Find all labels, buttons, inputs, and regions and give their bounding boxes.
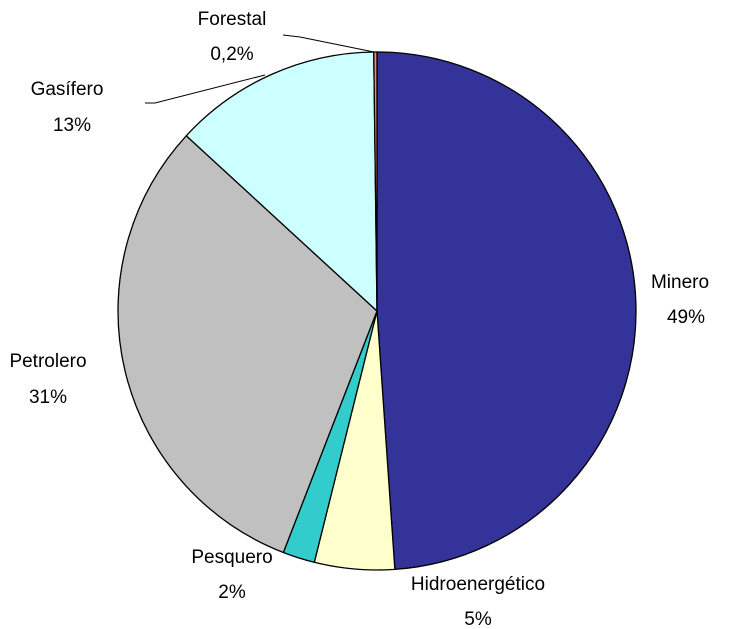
value-label: 5% [464, 609, 492, 629]
value-label: 49% [667, 307, 705, 328]
slice-label: Petrolero [9, 351, 86, 372]
leader-line [145, 74, 266, 104]
pie-slice [376, 51, 637, 571]
pie-slice [117, 134, 378, 554]
slice-label: Pesquero [191, 547, 272, 568]
slice-label: Hidroenergético [411, 574, 545, 595]
value-label: 2% [218, 582, 246, 603]
pie-slice [185, 51, 378, 313]
leader-line [282, 34, 375, 53]
value-label: 0,2% [210, 44, 253, 65]
value-label: 13% [53, 115, 91, 136]
slice-label: Minero [651, 272, 709, 293]
slice-label: Gasífero [31, 79, 104, 100]
value-label: 31% [29, 387, 67, 408]
slice-label: Forestal [198, 9, 267, 30]
